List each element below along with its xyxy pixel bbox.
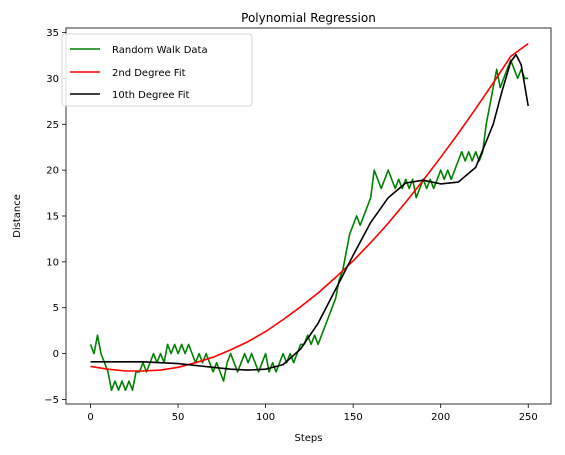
x-axis-label: Steps [295, 433, 323, 444]
legend-label-2nd-degree: 2nd Degree Fit [112, 68, 186, 79]
x-tick-label: 250 [519, 412, 538, 423]
y-tick-label: 10 [46, 257, 59, 268]
series-layer [89, 42, 529, 392]
legend-box [61, 33, 253, 107]
y-tick-label: 25 [46, 120, 59, 131]
x-axis-ticks: 0 50 100 150 200 250 [87, 404, 538, 423]
legend: Random Walk Data 2nd Degree Fit 10th Deg… [61, 33, 253, 107]
y-tick-label: −5 [44, 395, 59, 406]
legend-label-10th-degree: 10th Degree Fit [112, 90, 190, 101]
x-tick-label: 0 [87, 412, 93, 423]
legend-label-random-walk: Random Walk Data [112, 45, 208, 56]
x-tick-label: 200 [431, 412, 450, 423]
series-line-2nd-degree-fit [90, 42, 529, 372]
series-line-random-walk-data [89, 59, 529, 392]
y-axis-label: Distance [12, 194, 23, 238]
y-tick-label: 0 [53, 349, 59, 360]
chart-title: Polynomial Regression [241, 11, 376, 25]
y-tick-label: 30 [46, 74, 59, 85]
x-tick-label: 150 [344, 412, 363, 423]
y-tick-label: 5 [53, 303, 59, 314]
x-tick-label: 100 [256, 412, 275, 423]
y-tick-label: 20 [46, 166, 59, 177]
series-line-10th-degree-fit [90, 53, 529, 371]
y-tick-label: 15 [46, 212, 59, 223]
y-tick-label: 35 [46, 28, 59, 39]
x-tick-label: 50 [172, 412, 185, 423]
